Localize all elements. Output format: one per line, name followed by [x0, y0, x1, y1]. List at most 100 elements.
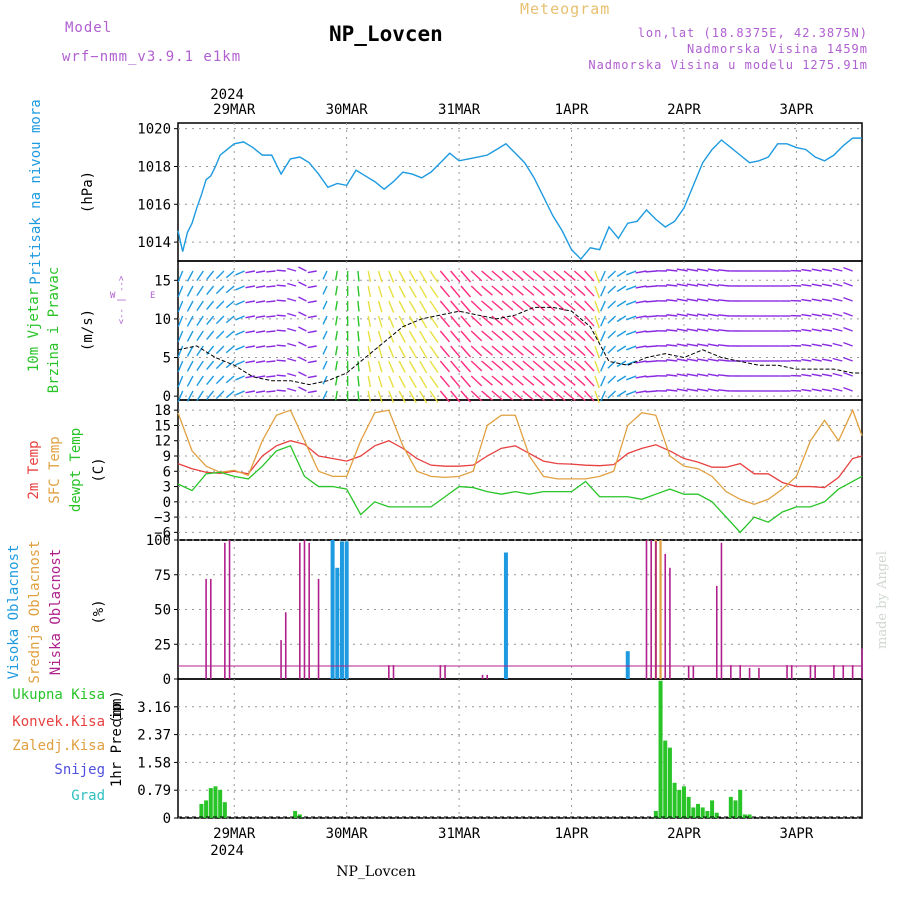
temperature-ytick-label: 0 [163, 495, 171, 511]
wind-barb [357, 300, 360, 312]
wind-barb [594, 315, 600, 329]
wind-barb [481, 390, 493, 401]
wind-barb [186, 345, 194, 357]
wind-barb [801, 358, 812, 362]
wind-barb [298, 356, 307, 362]
precip-axis-title: 1hr Precip [109, 703, 125, 787]
wind-barb [832, 267, 843, 272]
precip-legend-4: Grad [71, 788, 105, 804]
cloud-bar [720, 542, 723, 679]
model-elevation-label: Nadmorska Visina u modelu 1275.91m [588, 58, 868, 72]
wind-barb [298, 266, 307, 272]
wind-barb [377, 345, 383, 358]
precip-bar [696, 803, 701, 818]
clouds-ytick-label: 50 [154, 603, 171, 619]
day-bottom-label: 3APR [780, 826, 814, 842]
wind-barb [367, 285, 372, 298]
wind-barb [563, 375, 576, 386]
day-top-label: 29MAR [213, 102, 256, 118]
wind-barb [821, 268, 833, 272]
wind-barb [696, 268, 709, 272]
wind-barb [718, 269, 730, 272]
wind-barb [801, 268, 812, 272]
wind-barb [439, 345, 451, 358]
wind-barb [367, 360, 372, 373]
wind-barb [266, 285, 276, 288]
precip-legend-2: Zaledj.Kisa [12, 738, 105, 754]
wind-barb [367, 315, 372, 328]
wind-barb [584, 390, 595, 402]
cloud-bar [669, 567, 671, 679]
cloud-bar [388, 665, 390, 679]
wind-barb [645, 375, 657, 378]
wind-barb [542, 360, 556, 372]
wind-barb [666, 269, 678, 272]
wind-barb [696, 343, 709, 347]
wind-barb [607, 315, 617, 324]
wind-barb [600, 285, 606, 297]
wind-barb [287, 267, 297, 272]
wind-compass-e: E [150, 291, 155, 301]
temp-unit: (C) [91, 457, 107, 482]
cloud-bar [790, 665, 793, 679]
wind-barb [470, 270, 483, 282]
wind-barb [398, 375, 406, 388]
wind-barb [398, 270, 406, 283]
wind-barb [419, 375, 428, 389]
wind-barb [186, 315, 194, 327]
wind-barb [563, 360, 576, 371]
wind-barb [206, 300, 215, 311]
wind-barb [215, 390, 225, 400]
cloud-bar [444, 665, 446, 679]
wind-ytick-label: 0 [163, 389, 171, 405]
wind-barb [625, 330, 637, 336]
wind-barb [276, 389, 286, 392]
temp-axis-title: 2m Temp [26, 440, 42, 499]
wind-barb [522, 375, 535, 386]
wind-barb [696, 298, 709, 302]
wind-barb [686, 268, 699, 272]
wind-barb [255, 360, 266, 364]
wind-barb [245, 300, 255, 304]
cloud-bar [284, 612, 287, 679]
wind-barb [532, 345, 545, 357]
wind-barb [206, 390, 215, 401]
wind-barb [322, 315, 328, 325]
cloud-bar [317, 578, 320, 679]
wind-barb [388, 390, 395, 403]
wind-barb [707, 343, 719, 347]
year-top-label: 2024 [210, 87, 244, 103]
wind-barb [450, 390, 461, 403]
wind-barb [625, 375, 637, 381]
wind-barb [322, 375, 328, 385]
wind-barb [635, 360, 647, 364]
wind-barb [501, 360, 514, 371]
wind-barb [206, 330, 215, 341]
wind-barb [600, 300, 606, 312]
wind-barb [696, 373, 709, 377]
precip-bar [222, 802, 227, 818]
precip-bar [747, 814, 752, 818]
lonlat-label: lon,lat (18.8375E, 42.3875N) [637, 26, 868, 40]
wind-barb [322, 360, 328, 370]
wind-barb [718, 389, 730, 392]
precip-bar [293, 810, 298, 818]
temperature-ytick-label: 3 [163, 480, 171, 496]
wind-barb [686, 373, 699, 377]
wind-barb [439, 315, 451, 328]
wind-barb [388, 300, 395, 313]
wind-barb [357, 390, 360, 402]
wind-barb [357, 345, 360, 357]
precip-bar [742, 814, 747, 818]
wind-barb [429, 330, 439, 344]
wind-barb [481, 285, 493, 296]
wind-barb [177, 360, 184, 373]
wind-barb [843, 266, 853, 272]
wind-barb [429, 300, 439, 314]
wind-barb [573, 285, 586, 297]
wind-barb [666, 284, 678, 287]
wind-barb [821, 358, 833, 362]
wind-barb [215, 330, 225, 340]
